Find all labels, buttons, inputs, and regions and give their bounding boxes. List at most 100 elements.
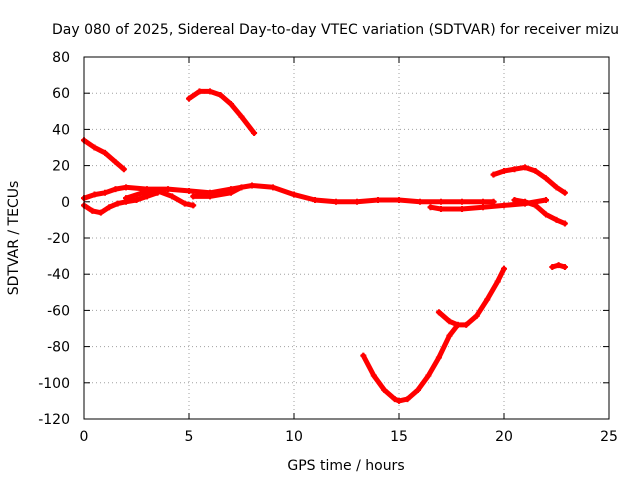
data-point (435, 354, 442, 361)
data-point (97, 209, 104, 216)
series-arc-6 (190, 184, 244, 199)
x-tick-label: 25 (600, 429, 618, 445)
data-point (228, 189, 234, 196)
data-point (207, 193, 213, 200)
data-point (102, 189, 108, 196)
series-arc-1 (81, 137, 127, 172)
data-point (114, 200, 121, 207)
data-point (561, 220, 568, 227)
data-point (501, 202, 507, 209)
data-point (186, 95, 192, 102)
x-axis-label: GPS time / hours (287, 458, 404, 474)
data-point (270, 184, 276, 191)
y-tick-label: -80 (47, 340, 70, 356)
data-point (123, 195, 129, 202)
data-point (480, 198, 486, 205)
data-point (249, 182, 255, 189)
y-tick-label: -20 (47, 231, 70, 247)
data-point (154, 187, 161, 194)
data-point (553, 216, 560, 223)
series-arc-11 (436, 266, 507, 328)
data-point (312, 196, 318, 203)
data-point (354, 198, 360, 205)
series-arc-2 (186, 88, 257, 136)
x-tick-label: 15 (390, 429, 408, 445)
data-point (511, 166, 518, 173)
y-tick-label: 40 (52, 122, 70, 138)
data-point (360, 352, 367, 359)
data-point (207, 88, 213, 95)
data-point (139, 189, 146, 196)
data-point (112, 186, 119, 193)
data-point (196, 88, 203, 95)
data-point (186, 187, 192, 194)
data-point (473, 312, 480, 319)
series-arc-10 (360, 322, 461, 404)
data-point (133, 196, 140, 203)
data-point (522, 164, 528, 171)
plot-frame (83, 56, 610, 420)
y-tick-label: 20 (52, 159, 70, 175)
data-point (459, 198, 465, 205)
data-point (228, 101, 234, 108)
data-point (190, 193, 197, 200)
data-point (532, 202, 539, 209)
data-point (490, 171, 497, 178)
data-point (217, 92, 224, 99)
y-tick-label: 0 (61, 195, 70, 211)
data-point (501, 168, 507, 175)
data-point (91, 144, 98, 151)
data-point (549, 263, 556, 270)
data-point (494, 278, 501, 285)
data-point (532, 168, 539, 175)
data-point (91, 191, 98, 198)
data-point (555, 262, 562, 269)
data-point (543, 196, 549, 203)
data-point (553, 184, 560, 191)
data-point (438, 206, 444, 213)
y-axis-label: SDTVAR / TECUs (6, 181, 22, 296)
tick-labels: 0 5 10 15 20 25 -120 -100 -80 -60 -40 -20 0 20 40 60 80 (38, 50, 618, 445)
data-point (251, 130, 258, 137)
data-point (435, 309, 442, 316)
data-point (522, 198, 528, 205)
axis-ticks (83, 56, 610, 420)
data-point (501, 265, 507, 272)
data-point (381, 387, 388, 394)
data-point (425, 372, 432, 379)
data-point (427, 204, 434, 211)
data-point (123, 184, 129, 191)
data-point (561, 189, 568, 196)
data-point (484, 296, 491, 303)
data-point (370, 372, 377, 379)
data-point (446, 332, 453, 339)
data-point (417, 198, 423, 205)
data-point (291, 191, 297, 198)
data-point (454, 321, 461, 328)
data-point (333, 198, 339, 205)
x-tick-label: 20 (495, 429, 513, 445)
data-point (112, 158, 119, 165)
grid (84, 57, 609, 419)
data-point (190, 202, 197, 209)
data-point (120, 166, 127, 173)
data-point (438, 198, 444, 205)
y-tick-label: -100 (38, 376, 70, 392)
y-tick-label: 60 (52, 86, 70, 102)
x-tick-label: 0 (80, 429, 89, 445)
data-point (391, 396, 398, 403)
data-point (102, 149, 108, 156)
data-layer (81, 88, 568, 404)
y-tick-label: 80 (52, 50, 70, 66)
data-point (543, 211, 549, 218)
data-point (396, 196, 402, 203)
data-point (404, 396, 411, 403)
data-point (238, 184, 245, 191)
data-point (181, 200, 188, 207)
data-point (165, 186, 171, 193)
y-tick-label: -60 (47, 303, 70, 319)
data-point (238, 113, 245, 120)
x-tick-label: 5 (185, 429, 194, 445)
data-point (89, 207, 96, 214)
